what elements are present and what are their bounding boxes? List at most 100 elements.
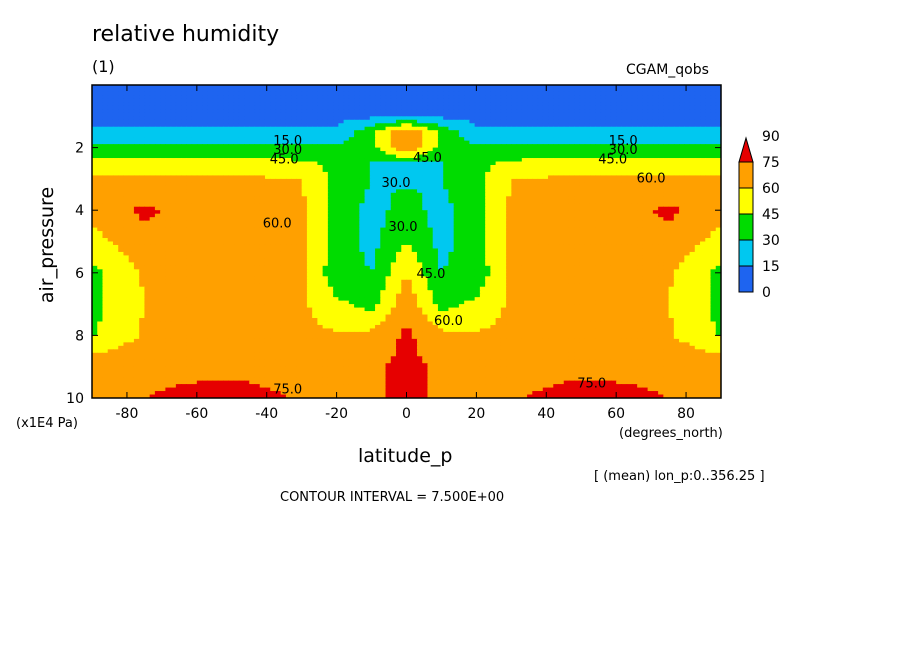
contour-cell (249, 154, 256, 159)
contour-cell (107, 206, 114, 211)
contour-cell (495, 171, 502, 177)
contour-cell (112, 168, 119, 173)
contour-cell (301, 102, 308, 107)
contour-cell (600, 123, 607, 128)
contour-cell (495, 116, 502, 121)
contour-cell (207, 109, 214, 114)
contour-cell (684, 91, 691, 97)
contour-cell (175, 133, 182, 138)
contour-cell (97, 85, 104, 90)
contour-cell (118, 164, 125, 170)
contour-cell (369, 137, 376, 142)
contour-cell (626, 158, 633, 163)
contour-cell (574, 109, 581, 114)
contour-cell (527, 210, 533, 215)
contour-cell (600, 105, 607, 110)
contour-cell (448, 98, 455, 103)
contour-cell (464, 220, 470, 225)
contour-cell (123, 213, 130, 218)
contour-cell (621, 133, 628, 138)
contour-cell (422, 98, 429, 103)
contour-cell (212, 199, 219, 204)
contour-cell (568, 144, 575, 149)
contour-cell (322, 116, 329, 121)
contour-cell (322, 189, 329, 194)
contour-cell (270, 217, 277, 222)
contour-cell (689, 119, 696, 124)
contour-cell (495, 154, 502, 159)
contour-cell (380, 109, 387, 114)
contour-cell (490, 168, 497, 173)
contour-cell (616, 210, 623, 215)
contour-cell (532, 182, 539, 187)
contour-cell (621, 182, 628, 187)
contour-cell (474, 116, 481, 121)
contour-cell (202, 147, 208, 152)
contour-cell (212, 85, 219, 90)
contour-cell (249, 224, 256, 229)
contour-cell (553, 116, 560, 121)
contour-cell (416, 224, 423, 229)
contour-cell (338, 182, 345, 187)
contour-cell (500, 95, 507, 100)
contour-cell (610, 119, 617, 124)
contour-cell (160, 224, 166, 229)
contour-cell (516, 91, 523, 97)
contour-cell (249, 140, 256, 145)
contour-cell (610, 185, 617, 190)
contour-cell (280, 112, 287, 117)
contour-cell (175, 88, 182, 93)
contour-cell (506, 164, 512, 170)
contour-cell (542, 126, 549, 131)
contour-cell (479, 116, 486, 121)
contour-cell (128, 158, 135, 163)
contour-cell (249, 192, 256, 197)
contour-cell (301, 224, 308, 229)
contour-cell (270, 144, 277, 149)
contour-cell (416, 105, 423, 110)
contour-cell (343, 189, 350, 194)
contour-cell (406, 206, 413, 211)
contour-cell (128, 161, 135, 166)
contour-cell (92, 95, 98, 100)
contour-cell (160, 133, 166, 138)
contour-cell (285, 196, 292, 201)
contour-cell (238, 123, 245, 128)
contour-cell (301, 88, 308, 93)
contour-cell (385, 217, 392, 222)
contour-cell (479, 144, 486, 149)
contour-cell (285, 91, 292, 97)
contour-cell (579, 91, 586, 97)
contour-cell (118, 203, 125, 208)
contour-cell (668, 206, 675, 211)
contour-cell (396, 123, 402, 128)
contour-cell (165, 123, 172, 128)
contour-cell (652, 119, 659, 124)
contour-cell (375, 227, 381, 232)
contour-cell (537, 154, 544, 159)
contour-cell (249, 175, 256, 180)
contour-cell (673, 144, 680, 149)
contour-cell (264, 220, 271, 225)
contour-cell (495, 158, 502, 163)
contour-cell (443, 192, 450, 197)
contour-cell (228, 140, 235, 145)
contour-cell (437, 126, 444, 131)
contour-cell (233, 158, 240, 163)
contour-cell (658, 175, 664, 180)
contour-cell (532, 168, 539, 173)
contour-cell (327, 130, 334, 135)
contour-cell (238, 144, 245, 149)
contour-cell (553, 140, 560, 145)
contour-cell (626, 147, 633, 152)
contour-cell (495, 109, 502, 114)
contour-cell (511, 199, 518, 204)
contour-cell (631, 88, 638, 93)
contour-cell (416, 91, 423, 97)
contour-cell (139, 206, 146, 211)
contour-cell (621, 192, 628, 197)
contour-cell (469, 123, 476, 128)
contour-cell (637, 171, 643, 177)
contour-cell (458, 224, 465, 229)
contour-cell (448, 109, 455, 114)
